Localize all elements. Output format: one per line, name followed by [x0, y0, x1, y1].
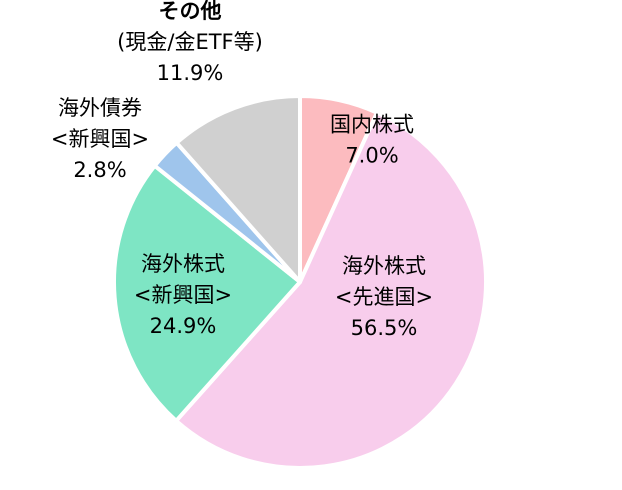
slice-label-1: 国内株式 7.0% [330, 113, 414, 168]
slice-label-4: 海外債券 <新興国> 2.8% [51, 96, 149, 182]
slice-value-label: 2.8% [73, 158, 126, 182]
slice-name-label: 海外株式 [141, 252, 225, 276]
slice-name-label: 国内株式 [330, 113, 414, 137]
slice-value-label: 11.9% [157, 61, 224, 85]
pie-slice-3 [112, 163, 302, 423]
slice-label-5: その他 (現金/金ETF等) 11.9% [117, 0, 263, 85]
slice-name-label: 海外株式 [342, 254, 426, 278]
slice-label-2: 海外株式 <先進国> 56.5% [335, 254, 433, 340]
slice-name-label: <新興国> [134, 283, 232, 307]
pie-slice-2 [174, 110, 488, 470]
slice-value-label: 24.9% [150, 314, 217, 338]
slice-name-label: <新興国> [51, 127, 149, 151]
slice-name-label: (現金/金ETF等) [117, 30, 263, 54]
slice-name-label: <先進国> [335, 285, 433, 309]
slice-name-label: 海外債券 [58, 96, 142, 120]
slice-value-label: 56.5% [351, 316, 418, 340]
slice-label-3: 海外株式 <新興国> 24.9% [134, 252, 232, 338]
slice-name-label: その他 [159, 0, 222, 23]
slice-value-label: 7.0% [345, 144, 398, 168]
pie-labels: 国内株式 7.0% 海外株式 <先進国> 56.5% 海外株式 <新興国> 24.9% 海外債券… [51, 0, 433, 340]
pie-slice-5 [174, 94, 302, 284]
pie-slices [112, 94, 488, 470]
